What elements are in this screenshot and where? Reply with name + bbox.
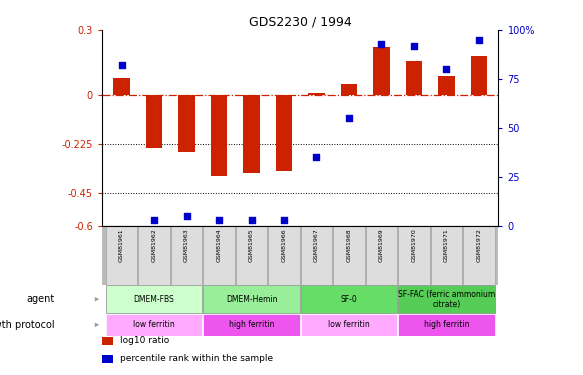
Text: SF-FAC (ferric ammonium
citrate): SF-FAC (ferric ammonium citrate) (398, 290, 495, 309)
Text: GSM81971: GSM81971 (444, 228, 449, 262)
Point (247, 217, 256, 223)
Text: GSM81966: GSM81966 (282, 228, 286, 262)
Bar (243, 95, 259, 173)
Bar (203, 314, 300, 336)
Point (215, 217, 224, 223)
Point (149, 217, 159, 223)
Bar (366, 226, 397, 285)
Bar (301, 226, 332, 285)
Bar (276, 95, 292, 171)
Bar (211, 95, 227, 176)
Point (312, 154, 321, 160)
Bar (341, 84, 357, 95)
Bar (463, 226, 494, 285)
Point (345, 115, 354, 121)
Bar (138, 226, 170, 285)
Bar (301, 285, 397, 313)
Text: low ferritin: low ferritin (133, 320, 175, 329)
Bar (268, 226, 300, 285)
Bar (178, 95, 195, 152)
Text: low ferritin: low ferritin (328, 320, 370, 329)
Text: DMEM-FBS: DMEM-FBS (134, 295, 174, 304)
Bar (203, 285, 300, 313)
Text: GSM81963: GSM81963 (184, 228, 189, 262)
Text: percentile rank within the sample: percentile rank within the sample (120, 354, 273, 363)
Point (475, 37, 484, 43)
Text: log10 ratio: log10 ratio (120, 336, 168, 345)
Text: agent: agent (26, 294, 54, 304)
Text: GSM81965: GSM81965 (249, 228, 254, 262)
Text: GSM81962: GSM81962 (152, 228, 156, 262)
Bar (114, 78, 129, 95)
Text: GSM81972: GSM81972 (476, 228, 482, 262)
Bar (431, 226, 462, 285)
Bar (373, 47, 389, 95)
Text: GSM81968: GSM81968 (346, 228, 352, 262)
Point (182, 213, 191, 219)
Text: GSM81970: GSM81970 (412, 228, 416, 262)
Bar (301, 314, 397, 336)
Point (442, 66, 451, 72)
Text: GSM81961: GSM81961 (119, 228, 124, 262)
Bar (398, 314, 494, 336)
Bar (308, 93, 325, 95)
Bar (171, 226, 202, 285)
Text: high ferritin: high ferritin (229, 320, 274, 329)
Bar (333, 226, 364, 285)
Bar (398, 226, 430, 285)
Text: growth protocol: growth protocol (0, 320, 54, 330)
Point (377, 41, 386, 47)
Bar (236, 226, 267, 285)
Title: GDS2230 / 1994: GDS2230 / 1994 (249, 16, 352, 29)
Bar (106, 314, 202, 336)
Text: GSM81967: GSM81967 (314, 228, 319, 262)
Text: GSM81964: GSM81964 (216, 228, 222, 262)
Bar (146, 95, 162, 148)
Bar (471, 56, 487, 95)
Bar (203, 226, 234, 285)
Text: GSM81969: GSM81969 (379, 228, 384, 262)
Bar (438, 76, 455, 95)
Text: high ferritin: high ferritin (424, 320, 469, 329)
Bar (398, 285, 494, 313)
Text: DMEM-Hemin: DMEM-Hemin (226, 295, 278, 304)
Text: SF-0: SF-0 (340, 295, 357, 304)
Bar (406, 60, 422, 95)
Bar (106, 285, 202, 313)
Bar (106, 226, 137, 285)
Point (409, 43, 419, 49)
Point (117, 62, 126, 68)
Point (279, 217, 289, 223)
